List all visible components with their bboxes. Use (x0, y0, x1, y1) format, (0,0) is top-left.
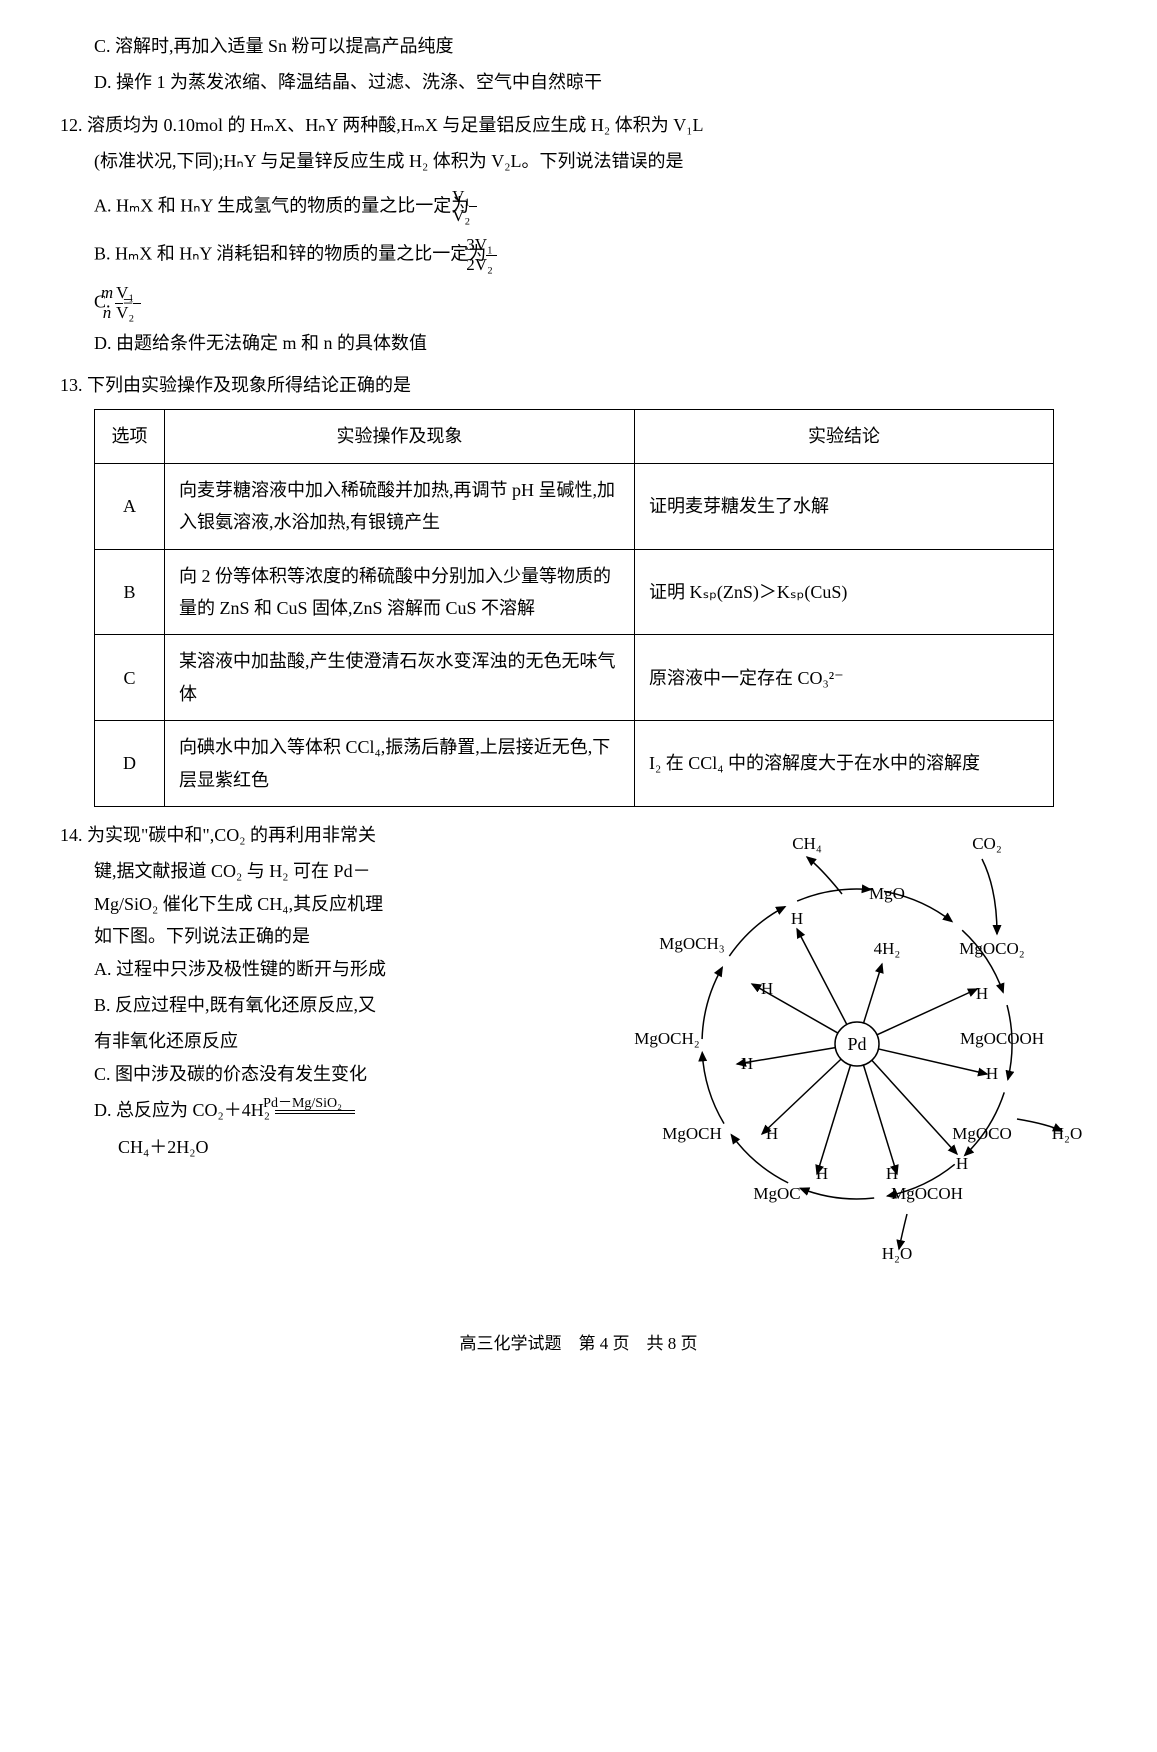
cell-opt: A (95, 463, 165, 549)
q14-stem4: 如下图。下列说法正确的是 (60, 920, 587, 952)
q14-d-post: CH₄＋2H₂O (60, 1131, 587, 1163)
svg-text:MgOCOOH: MgOCOOH (960, 1029, 1044, 1048)
frac-num: 3V₁ (486, 236, 497, 256)
cell-operation: 某溶液中加盐酸,产生使澄清石灰水变浑浊的无色无味气体 (165, 635, 635, 721)
svg-text:H: H (761, 979, 773, 998)
svg-text:CH₄: CH₄ (792, 834, 822, 853)
svg-text:H: H (791, 909, 803, 928)
q12: 12. 溶质均为 0.10mol 的 HₘX、HₙY 两种酸,HₘX 与足量铝反… (60, 109, 1097, 359)
svg-text:H: H (986, 1064, 998, 1083)
th-con: 实验结论 (635, 410, 1054, 463)
frac-den: V₂ (133, 304, 141, 323)
svg-text:H₂O: H₂O (882, 1244, 912, 1263)
svg-text:MgOCH₃: MgOCH₃ (659, 934, 725, 953)
q11-opt-d: D. 操作 1 为蒸发浓缩、降温结晶、过滤、洗涤、空气中自然晾干 (60, 66, 1097, 98)
svg-text:4H₂: 4H₂ (874, 939, 901, 958)
th-op: 实验操作及现象 (165, 410, 635, 463)
q12-b-frac: 3V₁2V₂ (486, 236, 497, 274)
q14-figure: PdHHHHHHHHHCH₄CO₂MgOMgOCH₃4H₂MgOCO₂MgOCH… (597, 819, 1097, 1299)
page-footer: 高三化学试题 第 4 页 共 8 页 (60, 1329, 1097, 1360)
cell-conclusion: I₂ 在 CCl₄ 中的溶解度大于在水中的溶解度 (635, 721, 1054, 807)
q12-opt-a: A. HₘX 和 HₙY 生成氢气的物质的量之比一定为V₁V₂ (60, 188, 1097, 226)
svg-text:MgOCH₂: MgOCH₂ (634, 1029, 699, 1048)
svg-text:MgOC: MgOC (753, 1184, 800, 1203)
q12-opt-b: B. HₘX 和 HₙY 消耗铝和锌的物质的量之比一定为3V₁2V₂ (60, 236, 1097, 274)
table-row: B向 2 份等体积等浓度的稀硫酸中分别加入少量等物质的量的 ZnS 和 CuS … (95, 549, 1054, 635)
svg-text:CO₂: CO₂ (972, 834, 1002, 853)
svg-text:H: H (886, 1164, 898, 1183)
frac-den: 2V₂ (486, 256, 497, 275)
table-row: C某溶液中加盐酸,产生使澄清石灰水变浑浊的无色无味气体原溶液中一定存在 CO₃²… (95, 635, 1054, 721)
reaction-arrow: Pd－Mg/SiO₂ (275, 1110, 355, 1114)
q12-opt-c: C. mn=V₁V₂ (60, 284, 1097, 322)
frac-den: V₂ (469, 207, 477, 226)
cell-operation: 向麦芽糖溶液中加入稀硫酸并加热,再调节 pH 呈碱性,加入银氨溶液,水浴加热,有… (165, 463, 635, 549)
q12-a-frac: V₁V₂ (469, 188, 477, 226)
q14-opt-d: D. 总反应为 CO₂＋4H₂ Pd－Mg/SiO₂ (60, 1094, 587, 1126)
svg-text:H: H (976, 984, 988, 1003)
q13-table: 选项 实验操作及现象 实验结论 A向麦芽糖溶液中加入稀硫酸并加热,再调节 pH … (94, 409, 1054, 807)
q14-opt-b2: 有非氧化还原反应 (60, 1025, 587, 1057)
q14-opt-b1: B. 反应过程中,既有氧化还原反应,又 (60, 989, 587, 1021)
svg-text:MgOCO: MgOCO (952, 1124, 1012, 1143)
cell-conclusion: 证明麦芽糖发生了水解 (635, 463, 1054, 549)
frac-num: V₁ (133, 284, 141, 304)
q12-opt-d: D. 由题给条件无法确定 m 和 n 的具体数值 (60, 327, 1097, 359)
svg-text:MgOCOH: MgOCOH (891, 1184, 963, 1203)
th-opt: 选项 (95, 410, 165, 463)
q14-stem3: Mg/SiO₂ 催化下生成 CH₄,其反应机理 (60, 888, 587, 920)
svg-text:H: H (766, 1124, 778, 1143)
cell-operation: 向 2 份等体积等浓度的稀硫酸中分别加入少量等物质的量的 ZnS 和 CuS 固… (165, 549, 635, 635)
svg-text:MgOCH: MgOCH (662, 1124, 722, 1143)
frac-num: V₁ (469, 188, 477, 208)
q14-opt-a: A. 过程中只涉及极性键的断开与形成 (60, 953, 587, 985)
svg-text:Pd: Pd (847, 1034, 866, 1054)
q13-num: 13. (60, 375, 83, 395)
q14-stem2: 键,据文献报道 CO₂ 与 H₂ 可在 Pd－ (60, 855, 587, 887)
q12-b-pre: B. HₘX 和 HₙY 消耗铝和锌的物质的量之比一定为 (94, 243, 486, 263)
table-row: D向碘水中加入等体积 CCl₄,振荡后静置,上层接近无色,下层显紫红色I₂ 在 … (95, 721, 1054, 807)
q12-stem1: 溶质均为 0.10mol 的 HₘX、HₙY 两种酸,HₘX 与足量铝反应生成 … (87, 115, 703, 135)
q13-stem: 13. 下列由实验操作及现象所得结论正确的是 (60, 369, 1097, 401)
table-row: A向麦芽糖溶液中加入稀硫酸并加热,再调节 pH 呈碱性,加入银氨溶液,水浴加热,… (95, 463, 1054, 549)
q14: 14. 为实现"碳中和",CO₂ 的再利用非常关 键,据文献报道 CO₂ 与 H… (60, 819, 1097, 1299)
cell-opt: D (95, 721, 165, 807)
q14-stem: 14. 为实现"碳中和",CO₂ 的再利用非常关 (60, 819, 587, 851)
mechanism-diagram: PdHHHHHHHHHCH₄CO₂MgOMgOCH₃4H₂MgOCO₂MgOCH… (597, 819, 1097, 1289)
cell-operation: 向碘水中加入等体积 CCl₄,振荡后静置,上层接近无色,下层显紫红色 (165, 721, 635, 807)
cell-opt: C (95, 635, 165, 721)
svg-text:H₂O: H₂O (1052, 1124, 1082, 1143)
q12-stem2: (标准状况,下同);HₙY 与足量锌反应生成 H₂ 体积为 V₂L。下列说法错误… (60, 145, 1097, 177)
q12-stem: 12. 溶质均为 0.10mol 的 HₘX、HₙY 两种酸,HₘX 与足量铝反… (60, 109, 1097, 141)
svg-text:H: H (741, 1054, 753, 1073)
cell-conclusion: 原溶液中一定存在 CO₃²⁻ (635, 635, 1054, 721)
q12-num: 12. (60, 115, 83, 135)
q13: 13. 下列由实验操作及现象所得结论正确的是 选项 实验操作及现象 实验结论 A… (60, 369, 1097, 807)
svg-text:H: H (956, 1154, 968, 1173)
table-header-row: 选项 实验操作及现象 实验结论 (95, 410, 1054, 463)
q14-num: 14. (60, 825, 83, 845)
reaction-cond: Pd－Mg/SiO₂ (275, 1091, 355, 1116)
q12-a-pre: A. HₘX 和 HₙY 生成氢气的物质的量之比一定为 (94, 195, 469, 215)
cell-opt: B (95, 549, 165, 635)
svg-text:MgOCO₂: MgOCO₂ (959, 939, 1024, 958)
q14-d-pre: D. 总反应为 CO₂＋4H₂ (94, 1100, 275, 1120)
cell-conclusion: 证明 Kₛₚ(ZnS)＞Kₛₚ(CuS) (635, 549, 1054, 635)
svg-text:H: H (816, 1164, 828, 1183)
q14-stem1: 为实现"碳中和",CO₂ 的再利用非常关 (87, 825, 376, 845)
q13-stemtext: 下列由实验操作及现象所得结论正确的是 (87, 375, 411, 395)
q12-c-rfrac: V₁V₂ (133, 284, 141, 322)
q11-opt-c: C. 溶解时,再加入适量 Sn 粉可以提高产品纯度 (60, 30, 1097, 62)
svg-text:MgO: MgO (869, 884, 905, 903)
q14-opt-c: C. 图中涉及碳的价态没有发生变化 (60, 1058, 587, 1090)
